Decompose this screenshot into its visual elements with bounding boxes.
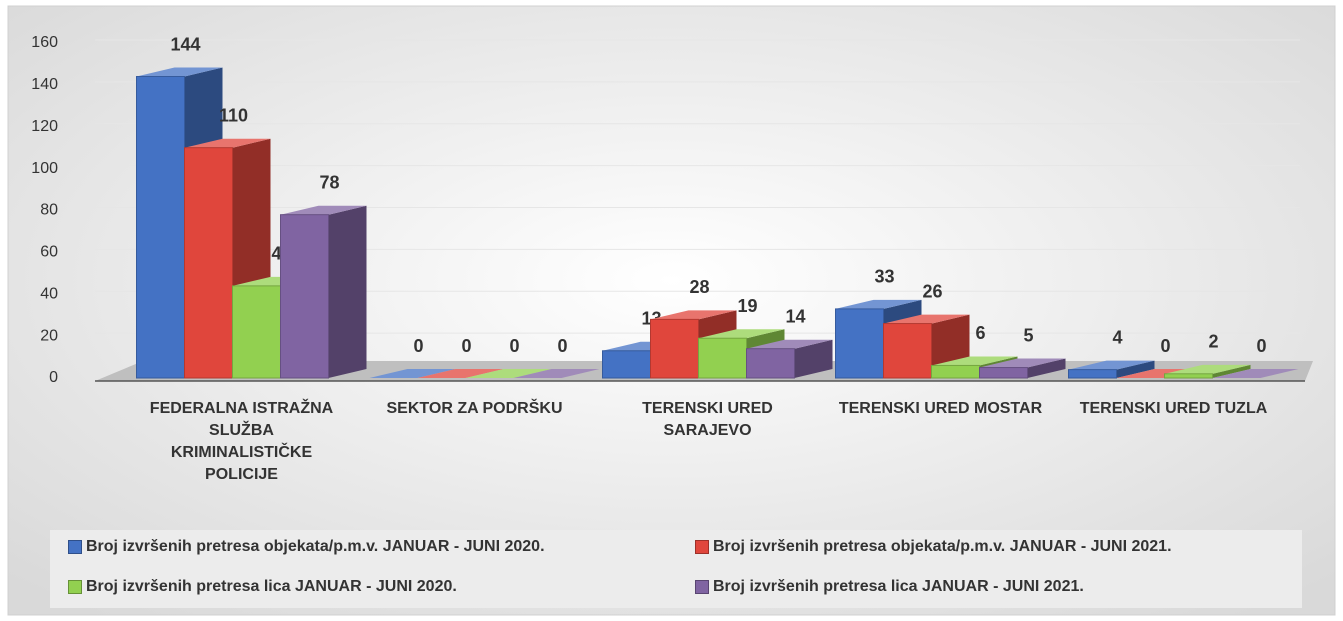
bar-top [136,67,223,77]
data-label: 19 [737,296,757,316]
data-label: 26 [922,281,942,301]
bar-top [883,314,970,324]
bar [417,369,504,378]
bar-front [184,147,233,379]
legend-label: Broj izvršenih pretresa lica JANUAR - JU… [713,578,1084,595]
x-tick-label: TERENSKI URED SARAJEVO [642,400,773,439]
y-tick-label: 40 [40,285,58,302]
legend-swatch [695,540,709,554]
bar [369,369,456,378]
bar-top [746,339,833,349]
legend-entry: Broj izvršenih pretresa lica JANUAR - JU… [695,578,1084,596]
bar-front [232,285,281,379]
bar-top [465,369,552,378]
y-tick-label: 140 [31,76,58,93]
y-tick-label: 120 [31,118,58,135]
x-tick-label: TERENSKI URED MOSTAR [838,400,1043,417]
bar-side [794,339,833,378]
data-label: 78 [319,172,339,192]
bar [1068,360,1155,379]
bar [513,369,600,378]
x-tick-label: SEKTOR ZA PODRŠKU [386,400,563,417]
legend-swatch [68,580,82,594]
legend-entry: Broj izvršenih pretresa objekata/p.m.v. … [695,538,1172,556]
data-label: 0 [509,336,519,356]
bar [1164,364,1251,379]
bar-side [1212,364,1251,378]
bar-top [1068,360,1155,370]
bar-front [746,348,795,379]
bar-top [650,310,737,320]
y-tick-label: 60 [40,244,58,261]
bar-top [417,369,504,378]
bar [1212,369,1299,378]
bar-top [835,299,922,309]
bar-front [931,364,980,379]
data-label: 5 [1023,325,1033,345]
data-label: 14 [785,306,805,326]
bar-top [1212,369,1299,378]
legend-swatch [68,540,82,554]
data-label: 110 [219,105,248,125]
bar-side [328,205,367,378]
legend-background [50,530,1302,608]
bar [280,205,367,379]
y-tick-label: 20 [40,327,58,344]
data-label: 0 [413,336,423,356]
bar [979,358,1066,379]
bar-front [602,350,651,379]
data-label: 0 [1160,336,1170,356]
bar-top [698,329,785,339]
legend-label: Broj izvršenih pretresa objekata/p.m.v. … [86,538,545,555]
legend-entry: Broj izvršenih pretresa lica JANUAR - JU… [68,578,457,596]
data-label: 0 [557,336,567,356]
bar-top [931,356,1018,366]
data-label: 33 [874,267,894,287]
bar-top [369,369,456,378]
data-label: 0 [461,336,471,356]
bar-top [184,138,271,148]
y-tick-label: 80 [40,202,58,219]
bar [465,369,552,378]
y-tick-label: 0 [49,369,58,386]
legend-label: Broj izvršenih pretresa objekata/p.m.v. … [713,538,1172,555]
data-label: 2 [1208,332,1218,352]
bar-side [1116,360,1155,378]
legend-entry: Broj izvršenih pretresa objekata/p.m.v. … [68,538,545,556]
legend-swatch [695,580,709,594]
bar-front [979,367,1028,379]
y-tick-label: 100 [31,160,58,177]
bar-front [1068,369,1117,379]
bar-front [136,76,185,379]
bar-front [883,323,932,379]
data-label: 4 [1112,327,1122,347]
x-tick-label: FEDERALNA ISTRAŽNA SLUŽBA KRIMINALISTIČK… [149,400,334,483]
bar-top [1164,364,1251,374]
bar-top [513,369,600,378]
data-label: 0 [1256,336,1266,356]
bar-top [280,205,367,215]
y-tick-label: 160 [31,34,58,51]
bar-top [979,358,1066,368]
bar-front [650,318,699,379]
x-tick-label: TERENSKI URED TUZLA [1079,400,1268,417]
bar-side [1027,358,1066,378]
data-label: 28 [689,277,709,297]
bar [746,339,833,379]
bar-front [835,308,884,379]
bar-front [698,337,747,379]
data-label: 144 [170,34,200,54]
bar-front [1164,373,1213,379]
bar-front [280,214,329,379]
legend-label: Broj izvršenih pretresa lica JANUAR - JU… [86,578,457,595]
data-label: 6 [975,323,985,343]
